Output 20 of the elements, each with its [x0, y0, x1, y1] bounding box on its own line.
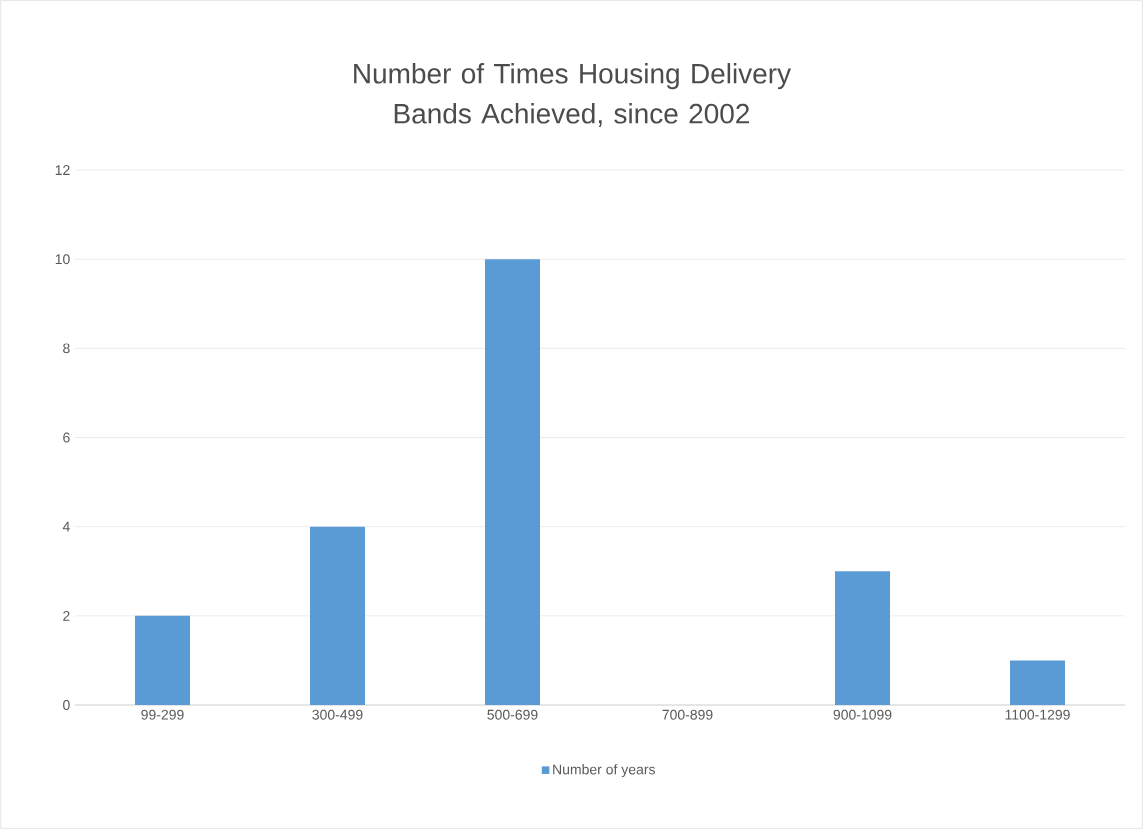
x-tick-label: 900-1099: [833, 709, 892, 720]
y-tick-label: 6: [63, 432, 70, 443]
bar: [310, 526, 365, 705]
x-tick-label: 99-299: [141, 709, 184, 720]
bar: [835, 571, 891, 705]
x-tick-label: 700-899: [662, 709, 713, 720]
bar: [135, 615, 190, 705]
y-tick-label: 0: [63, 700, 70, 710]
chart-title: Number of Times Housing Delivery Bands Achieved, since 2002: [354, 63, 792, 127]
x-tick-label: 500-699: [487, 709, 538, 720]
y-tick-label: 2: [63, 610, 70, 621]
bar: [1010, 660, 1066, 705]
y-tick-label: 10: [55, 254, 70, 265]
y-tick-label: 4: [62, 521, 70, 532]
y-tick-label: 12: [55, 165, 70, 175]
legend-label: Number of years: [553, 764, 655, 778]
x-tick-label: 300-499: [312, 709, 363, 720]
x-tick-label: 1100-1299: [1005, 709, 1070, 720]
bar: [485, 259, 541, 705]
y-tick-label: 8: [63, 343, 70, 354]
